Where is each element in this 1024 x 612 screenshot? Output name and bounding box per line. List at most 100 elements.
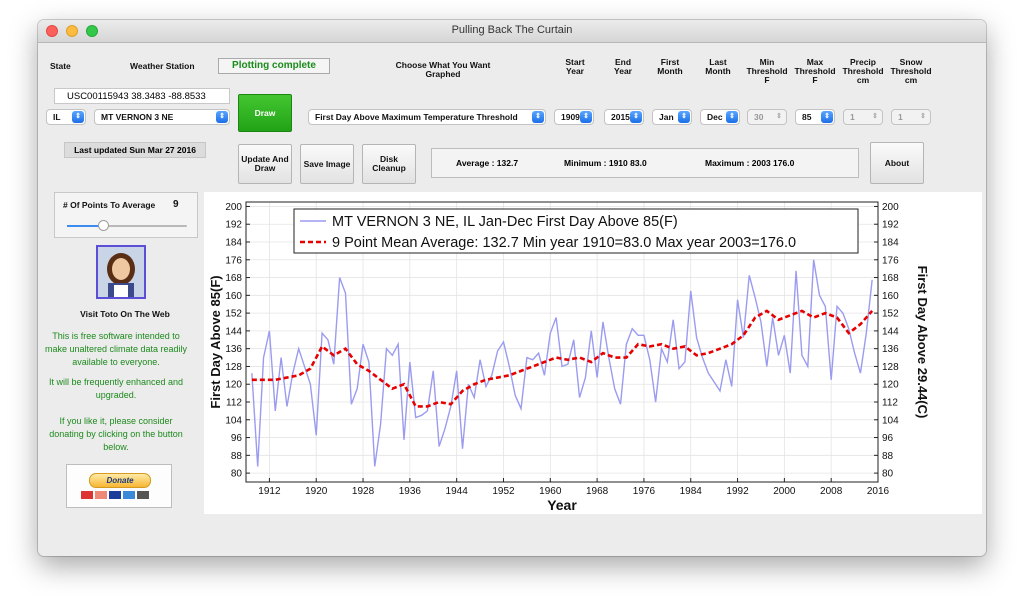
snow-threshold-select[interactable]: 1 ⇕ bbox=[891, 109, 931, 125]
max-threshold-value: 85 bbox=[802, 112, 812, 122]
x-tick-label: 1976 bbox=[633, 486, 656, 497]
x-tick-label: 1984 bbox=[680, 486, 703, 497]
graph-type-select[interactable]: First Day Above Maximum Temperature Thre… bbox=[308, 109, 546, 125]
y-tick-label-left: 112 bbox=[226, 398, 242, 409]
chevron-updown-icon: ⇕ bbox=[532, 111, 544, 123]
legend-label-daily: MT VERNON 3 NE, IL Jan-Dec First Day Abo… bbox=[332, 214, 678, 230]
x-tick-label: 1928 bbox=[352, 486, 375, 497]
x-tick-label: 1952 bbox=[492, 486, 515, 497]
start-year-select[interactable]: 1909 ⇕ bbox=[554, 109, 594, 125]
dorothy-portrait-icon bbox=[98, 247, 144, 297]
y-tick-label-left: 136 bbox=[225, 344, 242, 355]
y-tick-label-right: 80 bbox=[882, 469, 894, 480]
first-month-select[interactable]: Jan ⇕ bbox=[652, 109, 692, 125]
y-tick-label-left: 80 bbox=[231, 469, 243, 480]
y-tick-label-right: 184 bbox=[882, 238, 899, 249]
title-bar: Pulling Back The Curtain bbox=[38, 20, 986, 43]
max-threshold-select[interactable]: 85 ⇕ bbox=[795, 109, 835, 125]
credit-cards-icon bbox=[81, 491, 149, 499]
y-tick-label-left: 144 bbox=[225, 326, 242, 337]
choose-graph-label: Choose What You Want Graphed bbox=[395, 60, 491, 79]
chevron-updown-icon: ⇕ bbox=[216, 111, 228, 123]
state-select[interactable]: IL ⇕ bbox=[46, 109, 86, 125]
station-value: MT VERNON 3 NE bbox=[101, 112, 174, 122]
first-month-value: Jan bbox=[659, 112, 674, 122]
y-axis-label-right: First Day Above 29.44(C) bbox=[915, 266, 930, 419]
x-tick-label: 1944 bbox=[446, 486, 469, 497]
visit-toto-link[interactable]: Visit Toto On The Web bbox=[80, 309, 170, 319]
last-updated-text: Last updated Sun Mar 27 2016 bbox=[64, 142, 206, 158]
maximum-stat: Maximum : 2003 176.0 bbox=[705, 158, 795, 168]
y-tick-label-right: 160 bbox=[882, 291, 899, 302]
disk-cleanup-button[interactable]: Disk Cleanup bbox=[362, 144, 416, 184]
max-threshold-label: Max Threshold F bbox=[794, 57, 836, 85]
x-tick-label: 1912 bbox=[258, 486, 281, 497]
status-text: Plotting complete bbox=[218, 58, 330, 74]
y-tick-label-right: 104 bbox=[882, 415, 899, 426]
end-year-value: 2015 bbox=[611, 112, 630, 122]
x-tick-label: 1960 bbox=[539, 486, 562, 497]
donate-button[interactable]: Donate bbox=[66, 464, 172, 508]
enhanced-message: It will be frequently enhanced and upgra… bbox=[48, 377, 184, 400]
x-tick-label: 1968 bbox=[586, 486, 609, 497]
y-tick-label-left: 120 bbox=[225, 380, 242, 391]
points-slider-fill bbox=[67, 225, 103, 227]
line-chart: 80 80 88 88 96 96 104 104 112 112 120 120 128 128 136 1… bbox=[208, 201, 930, 513]
y-tick-label-right: 136 bbox=[882, 344, 899, 355]
free-software-message: This is free software intended to make u… bbox=[44, 331, 188, 367]
x-tick-label: 2008 bbox=[820, 486, 843, 497]
save-image-button[interactable]: Save Image bbox=[300, 144, 354, 184]
last-month-select[interactable]: Dec ⇕ bbox=[700, 109, 740, 125]
start-year-label: Start Year bbox=[565, 57, 585, 76]
chevron-updown-icon: ⇕ bbox=[872, 113, 878, 120]
chart-area: 80 80 88 88 96 96 104 104 112 112 120 120 128 128 136 1… bbox=[204, 192, 982, 514]
close-window-icon[interactable] bbox=[46, 25, 58, 37]
toto-image[interactable] bbox=[96, 245, 146, 299]
precip-threshold-label: Precip Threshold cm bbox=[842, 57, 884, 85]
x-tick-label: 1936 bbox=[399, 486, 422, 497]
precip-threshold-select[interactable]: 1 ⇕ bbox=[843, 109, 883, 125]
min-threshold-select[interactable]: 30 ⇕ bbox=[747, 109, 787, 125]
chevron-updown-icon: ⇕ bbox=[72, 111, 84, 123]
minimize-window-icon[interactable] bbox=[66, 25, 78, 37]
x-tick-label: 1920 bbox=[305, 486, 328, 497]
chevron-updown-icon: ⇕ bbox=[821, 111, 833, 123]
first-month-label: First Month bbox=[657, 57, 683, 76]
x-tick-label: 1992 bbox=[726, 486, 749, 497]
update-and-draw-button[interactable]: Update And Draw bbox=[238, 144, 292, 184]
points-slider-knob[interactable] bbox=[98, 220, 109, 231]
last-month-value: Dec bbox=[707, 112, 723, 122]
series-line-mean bbox=[251, 309, 874, 408]
y-tick-label-right: 128 bbox=[882, 362, 899, 373]
end-year-select[interactable]: 2015 ⇕ bbox=[604, 109, 644, 125]
precip-threshold-value: 1 bbox=[850, 112, 855, 122]
draw-button[interactable]: Draw bbox=[238, 94, 292, 132]
donate-message: If you like it, please consider donating… bbox=[49, 416, 183, 452]
points-slider-track[interactable] bbox=[67, 220, 187, 231]
minimum-stat: Minimum : 1910 83.0 bbox=[564, 158, 647, 168]
y-tick-label-left: 184 bbox=[225, 238, 242, 249]
station-info-field: USC00115943 38.3483 -88.8533 bbox=[54, 88, 230, 104]
y-tick-label-right: 200 bbox=[882, 202, 899, 213]
weather-station-label: Weather Station bbox=[130, 61, 195, 71]
state-label: State bbox=[50, 61, 71, 71]
about-button[interactable]: About bbox=[870, 142, 924, 184]
zoom-window-icon[interactable] bbox=[86, 25, 98, 37]
donate-label: Donate bbox=[89, 473, 151, 488]
chevron-updown-icon: ⇕ bbox=[776, 113, 782, 120]
y-tick-label-right: 88 bbox=[882, 451, 894, 462]
station-select[interactable]: MT VERNON 3 NE ⇕ bbox=[94, 109, 230, 125]
last-month-label: Last Month bbox=[705, 57, 731, 76]
x-axis-label: Year bbox=[547, 497, 577, 513]
chevron-updown-icon: ⇕ bbox=[920, 113, 926, 120]
y-tick-label-right: 176 bbox=[882, 255, 899, 266]
y-tick-label-right: 144 bbox=[882, 326, 899, 337]
chevron-updown-icon: ⇕ bbox=[630, 111, 642, 123]
end-year-label: End Year bbox=[614, 57, 632, 76]
snow-threshold-value: 1 bbox=[898, 112, 903, 122]
min-threshold-value: 30 bbox=[754, 112, 764, 122]
y-tick-label-left: 168 bbox=[225, 273, 242, 284]
legend-label-mean: 9 Point Mean Average: 132.7 Min year 191… bbox=[332, 235, 796, 251]
stats-box: Average : 132.7 Minimum : 1910 83.0 Maxi… bbox=[431, 148, 859, 178]
y-tick-label-left: 176 bbox=[225, 255, 242, 266]
